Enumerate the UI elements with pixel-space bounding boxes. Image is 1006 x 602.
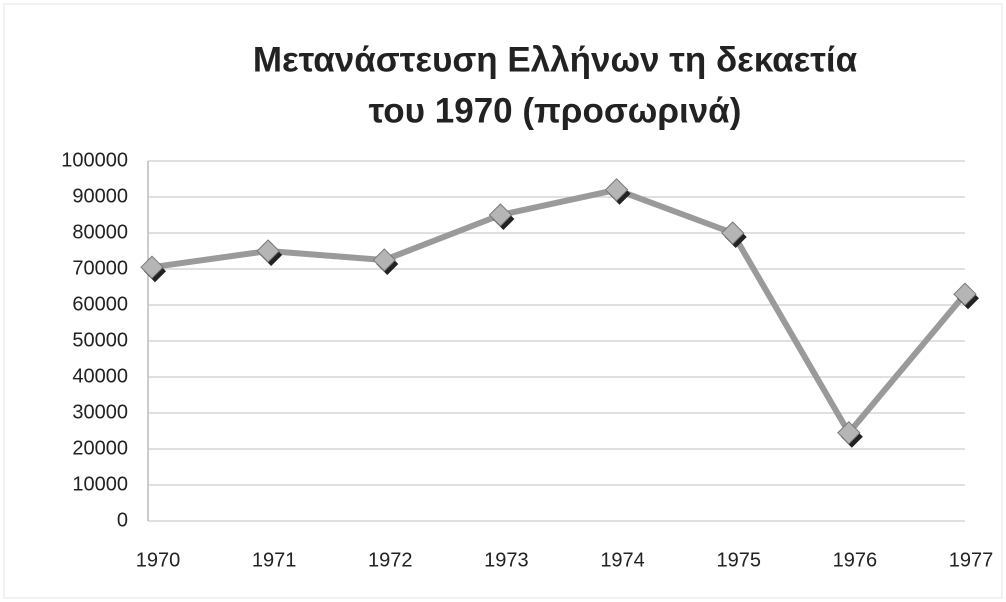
- y-tick-label: 80000: [72, 221, 128, 243]
- y-tick-label: 40000: [72, 365, 128, 387]
- y-tick-label: 30000: [72, 401, 128, 423]
- y-tick-label: 60000: [72, 293, 128, 315]
- y-tick-label: 0: [117, 509, 128, 531]
- marker: [953, 282, 977, 306]
- y-tick-label: 10000: [72, 473, 128, 495]
- chart-frame: [3, 3, 1003, 599]
- y-tick-label: 70000: [72, 257, 128, 279]
- marker: [721, 221, 745, 245]
- chart-title: Μετανάστευση Ελλήνων τη δεκαετία: [253, 40, 858, 79]
- y-tick-label: 90000: [72, 185, 128, 207]
- marker: [604, 178, 629, 202]
- marker: [140, 255, 164, 279]
- x-tick-label: 1976: [833, 549, 878, 571]
- marker: [837, 421, 861, 445]
- series-line: [151, 186, 968, 436]
- y-tick-label: 100000: [61, 149, 128, 171]
- y-tick-label: 20000: [72, 437, 128, 459]
- x-tick-label: 1977: [949, 549, 994, 571]
- x-tick-label: 1974: [600, 549, 645, 571]
- chart-title: του 1970 (προσωρινά): [369, 91, 742, 130]
- marker: [372, 248, 396, 272]
- y-tick-label: 50000: [72, 329, 128, 351]
- marker: [256, 239, 280, 263]
- x-tick-label: 1975: [716, 549, 761, 571]
- marker: [488, 203, 513, 227]
- x-tick-label: 1971: [252, 549, 297, 571]
- x-tick-label: 1970: [136, 549, 181, 571]
- x-tick-label: 1973: [484, 549, 529, 571]
- x-tick-label: 1972: [368, 549, 413, 571]
